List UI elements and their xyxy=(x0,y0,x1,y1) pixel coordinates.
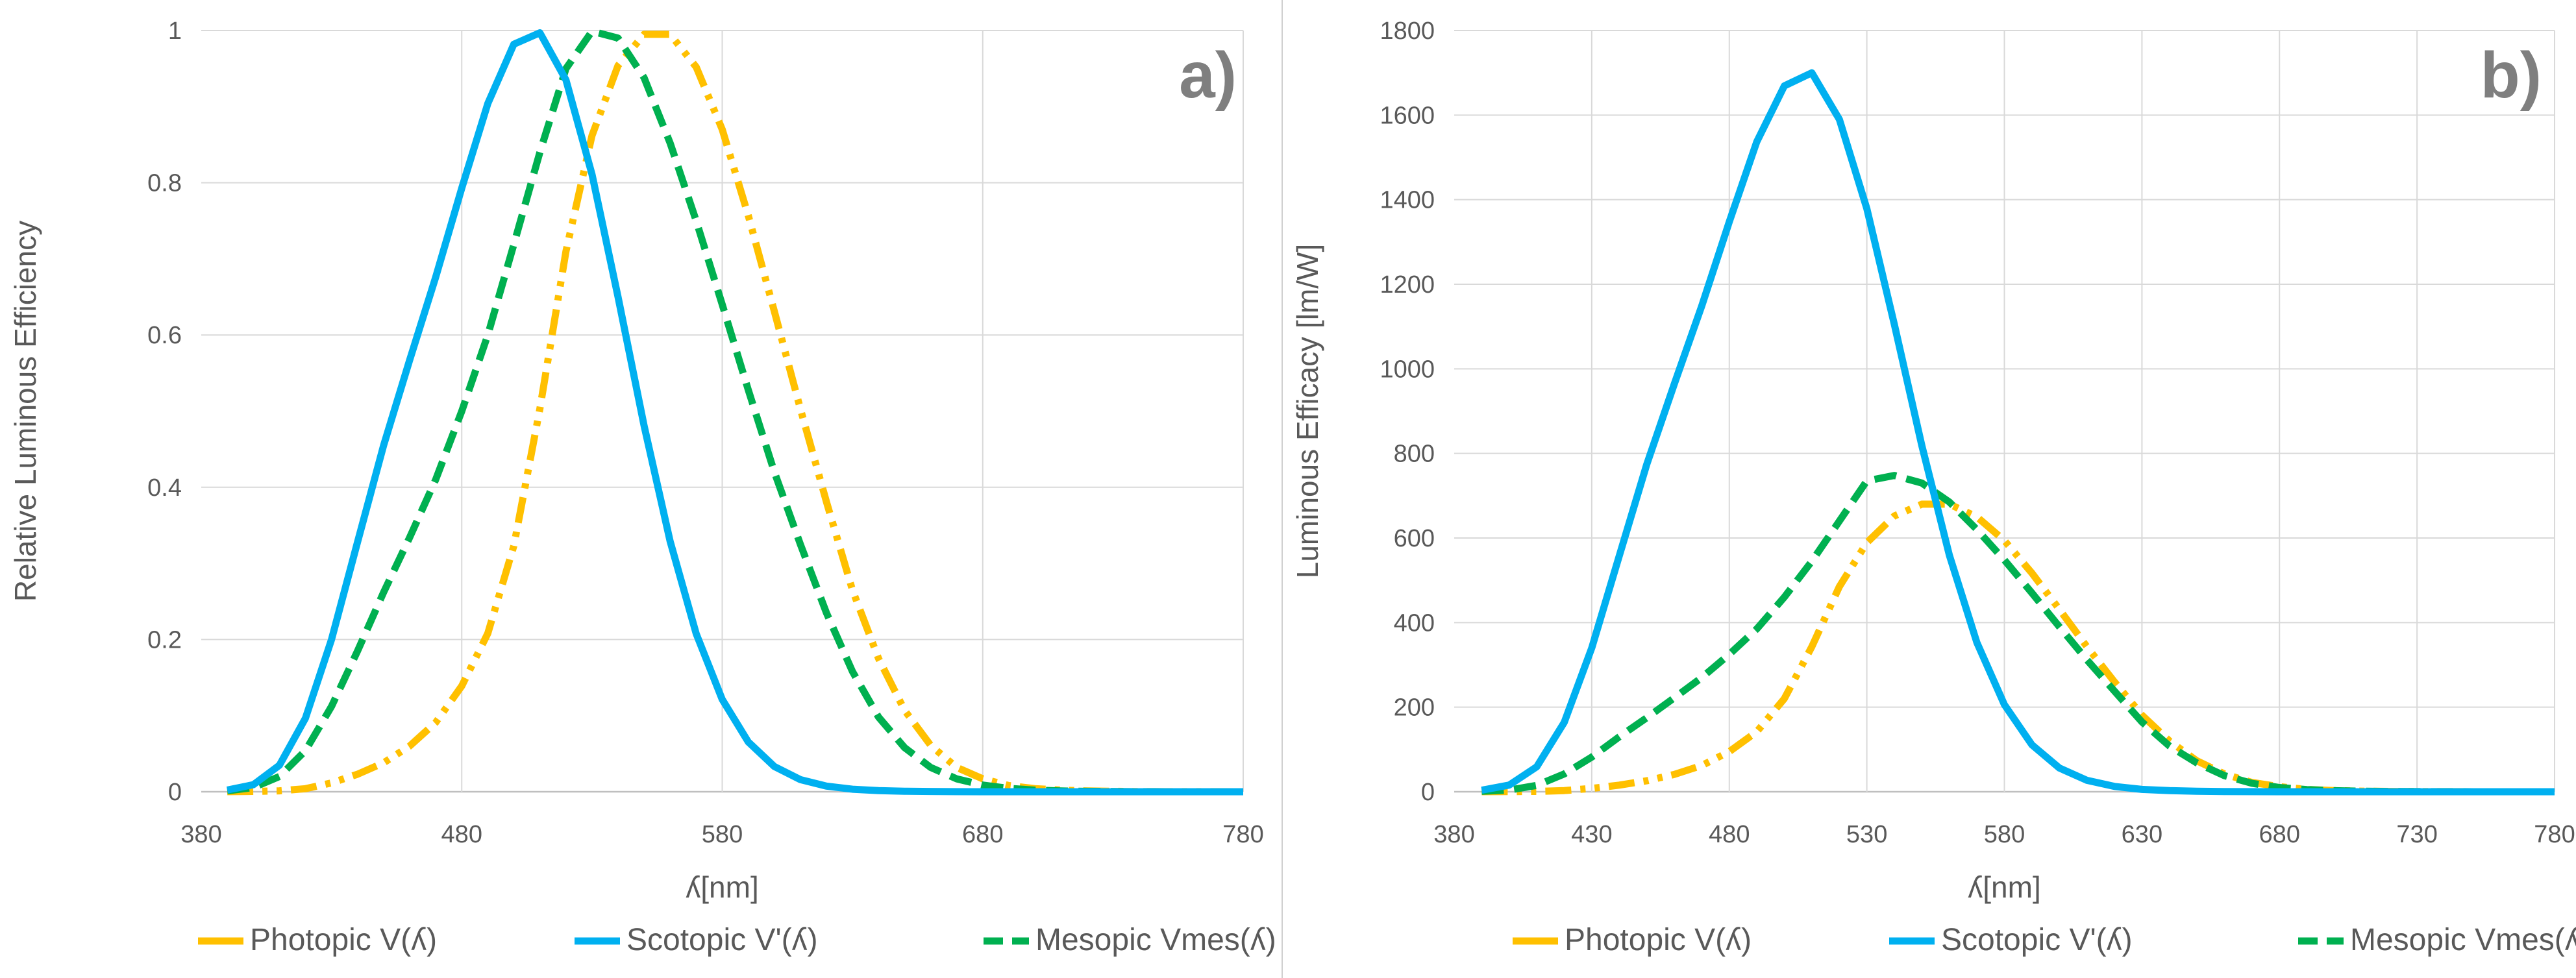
panel-label: b) xyxy=(2481,39,2542,112)
legend-item: Photopic V(ʎ) xyxy=(1513,923,1752,957)
x-tick-label: 480 xyxy=(1709,821,1750,848)
x-tick-label: 480 xyxy=(441,821,482,848)
legend-label: Mesopic Vmes(ʎ) xyxy=(2350,923,2576,957)
x-tick-label: 730 xyxy=(2396,821,2437,848)
y-tick-label: 200 xyxy=(1394,694,1435,722)
y-tick-label: 0.6 xyxy=(147,322,182,349)
y-tick-label: 1400 xyxy=(1380,187,1435,214)
legend-label: Mesopic Vmes(ʎ) xyxy=(1035,923,1276,957)
chart-b: 0 200 400 600 800 1000 1200 1400 1600 1800 380 430 4… xyxy=(1291,18,2576,957)
x-tick-label: 580 xyxy=(1984,821,2025,848)
legend-item: Photopic V(ʎ) xyxy=(198,923,437,957)
series-line-photopic xyxy=(1481,500,2555,796)
y-tick-label: 1000 xyxy=(1380,356,1435,383)
y-tick-label: 1600 xyxy=(1380,102,1435,129)
chart-a: 0 0.2 0.4 0.6 0.8 1 380 480 580 680 780 ʎ[nm] Relati… xyxy=(8,18,1276,957)
x-axis-title: ʎ[nm] xyxy=(1968,870,2040,904)
x-tick-label: 780 xyxy=(2534,821,2575,848)
x-tick-label: 630 xyxy=(2122,821,2162,848)
x-tick-label: 680 xyxy=(962,821,1003,848)
panel-label: a) xyxy=(1179,39,1237,112)
series-line-scotopic xyxy=(1481,69,2555,796)
y-tick-label: 1800 xyxy=(1380,18,1435,45)
y-tick-label: 400 xyxy=(1394,609,1435,637)
y-axis-title: Luminous Efficacy [lm/W] xyxy=(1291,244,1324,579)
y-tick-label: 800 xyxy=(1394,441,1435,468)
legend-item: Scotopic V'(ʎ) xyxy=(1889,923,2133,957)
x-tick-label: 680 xyxy=(2259,821,2300,848)
y-tick-label: 0.8 xyxy=(147,170,182,197)
x-tick-label: 430 xyxy=(1571,821,1612,848)
series-line-mesopic xyxy=(227,27,1243,796)
y-tick-label: 1200 xyxy=(1380,271,1435,299)
x-tick-label: 380 xyxy=(180,821,221,848)
y-tick-label: 0 xyxy=(168,779,182,806)
legend-item: Mesopic Vmes(ʎ) xyxy=(2298,923,2576,957)
y-tick-label: 0.2 xyxy=(147,626,182,654)
x-tick-label: 530 xyxy=(1846,821,1887,848)
y-tick-label: 0 xyxy=(1421,779,1435,806)
y-axis-title: Relative Luminous Efficiency xyxy=(8,221,42,602)
x-tick-label: 380 xyxy=(1433,821,1474,848)
legend-label: Scotopic V'(ʎ) xyxy=(1941,923,2133,957)
series-line-photopic xyxy=(227,31,1244,796)
x-axis-title: ʎ[nm] xyxy=(686,870,758,904)
y-tick-label: 600 xyxy=(1394,525,1435,552)
legend-label: Scotopic V'(ʎ) xyxy=(626,923,818,957)
legend-label: Photopic V(ʎ) xyxy=(250,923,437,957)
series-line-scotopic xyxy=(226,29,1243,796)
x-tick-label: 580 xyxy=(702,821,743,848)
legend-label: Photopic V(ʎ) xyxy=(1565,923,1752,957)
legend-item: Mesopic Vmes(ʎ) xyxy=(984,923,1276,957)
legend-item: Scotopic V'(ʎ) xyxy=(575,923,818,957)
series-line-mesopic xyxy=(1481,472,2555,796)
y-tick-label: 1 xyxy=(168,18,182,45)
y-tick-label: 0.4 xyxy=(147,474,182,502)
x-tick-label: 780 xyxy=(1222,821,1263,848)
